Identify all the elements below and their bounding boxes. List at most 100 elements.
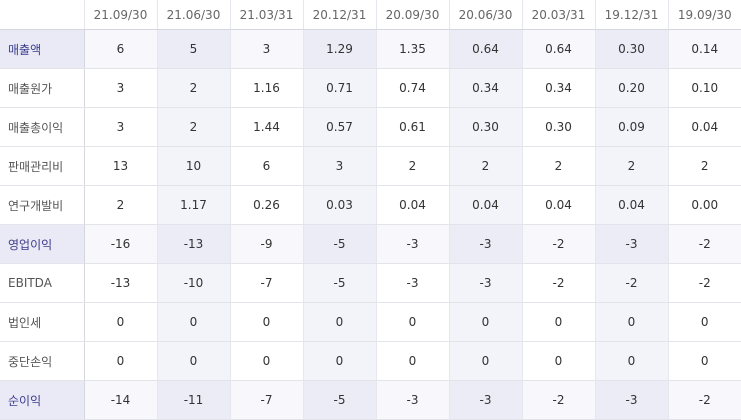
table-cell: -7	[229, 263, 303, 303]
table-cell: 5	[156, 29, 230, 69]
table-cell: 1.29	[302, 29, 376, 69]
table-cell: 0.34	[521, 68, 595, 108]
table-cell: -5	[302, 263, 376, 303]
table-cell: 0.57	[302, 107, 376, 147]
table-cell: 0.00	[667, 185, 741, 225]
table-cell: 3	[229, 29, 303, 69]
table-cell: -10	[156, 263, 230, 303]
table-cell: 0.20	[594, 68, 668, 108]
table-cell: -3	[594, 380, 668, 420]
table-cell: -2	[521, 380, 595, 420]
column-header: 20.12/31	[302, 0, 376, 30]
table-cell: 2	[594, 146, 668, 186]
table-cell: 0.26	[229, 185, 303, 225]
table-cell: -2	[667, 263, 741, 303]
table-cell: 1.44	[229, 107, 303, 147]
table-cell: -2	[521, 224, 595, 264]
table-cell: 6	[229, 146, 303, 186]
table-cell: 10	[156, 146, 230, 186]
table-cell: 0.64	[448, 29, 522, 69]
table-cell: 0	[156, 302, 230, 342]
table-row: 매출원가 3 2 1.16 0.71 0.74 0.34 0.34 0.20 0.10	[0, 68, 741, 108]
table-cell: 0	[83, 302, 157, 342]
table-cell: 3	[302, 146, 376, 186]
table-row: 판매관리비 13 10 6 3 2 2 2 2 2	[0, 146, 741, 186]
table-cell: 0.09	[594, 107, 668, 147]
table-cell: 3	[83, 68, 157, 108]
table-cell: -2	[667, 224, 741, 264]
table-cell: -5	[302, 380, 376, 420]
table-cell: -3	[594, 224, 668, 264]
table-cell: -3	[375, 263, 449, 303]
table-cell: 0.14	[667, 29, 741, 69]
table-cell: 0.04	[521, 185, 595, 225]
row-label: 순이익	[0, 380, 85, 420]
table-cell: 0	[302, 302, 376, 342]
column-header: 21.09/30	[83, 0, 157, 30]
table-cell: 0	[229, 302, 303, 342]
table-cell: 0.04	[667, 107, 741, 147]
table-cell: 3	[83, 107, 157, 147]
table-row: 중단손익 0 0 0 0 0 0 0 0 0	[0, 341, 741, 381]
table-cell: 0	[448, 341, 522, 381]
column-header: 21.03/31	[229, 0, 303, 30]
row-label: 매출총이익	[0, 107, 85, 147]
table-cell: -3	[375, 224, 449, 264]
table-cell: 0.30	[594, 29, 668, 69]
table-cell: 13	[83, 146, 157, 186]
table-cell: -3	[448, 380, 522, 420]
table-cell: 2	[448, 146, 522, 186]
table-row: 법인세 0 0 0 0 0 0 0 0 0	[0, 302, 741, 342]
table-cell: 1.17	[156, 185, 230, 225]
table-cell: -3	[448, 224, 522, 264]
table-cell: 0	[302, 341, 376, 381]
table-row: 연구개발비 2 1.17 0.26 0.03 0.04 0.04 0.04 0.04 0.00	[0, 185, 741, 225]
table-row: EBITDA -13 -10 -7 -5 -3 -3 -2 -2 -2	[0, 263, 741, 303]
table-cell: -2	[521, 263, 595, 303]
column-header: 20.03/31	[521, 0, 595, 30]
table-cell: -13	[83, 263, 157, 303]
table-cell: -14	[83, 380, 157, 420]
table-cell: 0.04	[375, 185, 449, 225]
table-cell: -2	[667, 380, 741, 420]
table-cell: 0.30	[448, 107, 522, 147]
table-cell: 0.64	[521, 29, 595, 69]
table-cell: 2	[375, 146, 449, 186]
table-cell: -9	[229, 224, 303, 264]
table-cell: 0	[375, 341, 449, 381]
table-row: 매출총이익 3 2 1.44 0.57 0.61 0.30 0.30 0.09 0.04	[0, 107, 741, 147]
table-cell: -16	[83, 224, 157, 264]
table-cell: 0	[156, 341, 230, 381]
row-label: 연구개발비	[0, 185, 85, 225]
table-cell: 0	[667, 341, 741, 381]
table-cell: 0.74	[375, 68, 449, 108]
table-cell: 0	[521, 302, 595, 342]
table-cell: 0	[521, 341, 595, 381]
table-cell: 2	[83, 185, 157, 225]
table-cell: -11	[156, 380, 230, 420]
row-label: 매출원가	[0, 68, 85, 108]
table-cell: 2	[156, 107, 230, 147]
table-cell: -5	[302, 224, 376, 264]
table-cell: 0.61	[375, 107, 449, 147]
table-cell: 1.35	[375, 29, 449, 69]
table-cell: 2	[667, 146, 741, 186]
column-header: 19.12/31	[594, 0, 668, 30]
table-row: 순이익 -14 -11 -7 -5 -3 -3 -2 -3 -2	[0, 380, 741, 420]
column-header: 21.06/30	[156, 0, 230, 30]
table-row: 영업이익 -16 -13 -9 -5 -3 -3 -2 -3 -2	[0, 224, 741, 264]
table-cell: -13	[156, 224, 230, 264]
table-cell: 0	[83, 341, 157, 381]
table-cell: 0	[448, 302, 522, 342]
table-cell: 0.30	[521, 107, 595, 147]
table-cell: 0	[594, 341, 668, 381]
table-cell: 0.04	[594, 185, 668, 225]
table-cell: -3	[448, 263, 522, 303]
table-cell: 0.34	[448, 68, 522, 108]
table-cell: 6	[83, 29, 157, 69]
table-cell: 1.16	[229, 68, 303, 108]
table-cell: 0.10	[667, 68, 741, 108]
table-cell: 0.71	[302, 68, 376, 108]
table-cell: -7	[229, 380, 303, 420]
